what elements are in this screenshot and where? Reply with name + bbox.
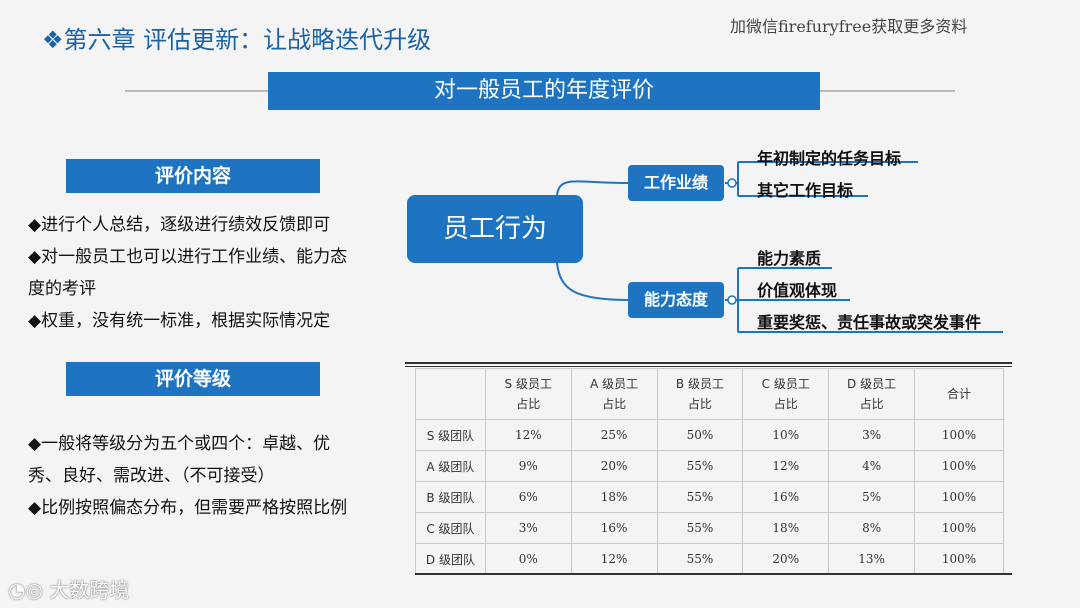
logo-text: 大数跨境 xyxy=(49,578,130,602)
table-cell: 12% xyxy=(742,450,830,482)
grade-bullet-2: ◆比例按照偏态分布，但需要严格按照比例 xyxy=(28,498,348,518)
table-header-cell: A 级员工 占比 xyxy=(570,368,658,420)
mind-map-root: 员工行为 xyxy=(407,195,583,263)
mind-map-leaf: 价值观体现 xyxy=(757,281,838,300)
table-cell: 12% xyxy=(484,419,572,451)
table-cell: 20% xyxy=(570,450,658,482)
table-header-cell: 合计 xyxy=(914,368,1004,420)
mind-map-branch-performance: 工作业绩 xyxy=(628,165,724,201)
footer-logo: ◔◎ 大数跨境 xyxy=(8,574,129,603)
logo-icon: ◔◎ xyxy=(8,578,50,602)
table-row: A 级团队 9% 20% 55% 12% 4% 100% xyxy=(415,450,1004,482)
grade-section-heading: 评价等级 xyxy=(66,362,320,396)
table-cell: 8% xyxy=(828,512,915,544)
table-header-cell: D 级员工 占比 xyxy=(828,368,915,420)
mind-map-leaf: 重要奖惩、责任事故或突发事件 xyxy=(757,313,982,332)
table-cell: 4% xyxy=(828,450,915,482)
chapter-title: ❖第六章 评估更新：让战略迭代升级 xyxy=(42,26,432,54)
mind-map-branch-attitude: 能力态度 xyxy=(628,282,724,318)
table-cell: 3% xyxy=(828,419,915,451)
table-header-cell: B 级员工 占比 xyxy=(656,368,744,420)
table-row: B 级团队 6% 18% 55% 16% 5% 100% xyxy=(415,481,1004,513)
table-header-cell: C 级员工 占比 xyxy=(742,368,830,420)
table-cell: 100% xyxy=(914,543,1004,575)
content-bullet-list: ◆进行个人总结，逐级进行绩效反馈即可 ◆对一般员工也可以进行工作业绩、能力态度的… xyxy=(28,209,358,337)
table-cell: 100% xyxy=(914,450,1004,482)
table-row: S 级团队 12% 25% 50% 10% 3% 100% xyxy=(415,419,1004,451)
table-cell: 55% xyxy=(656,481,744,513)
table-cell: 12% xyxy=(570,543,658,575)
content-bullet-3: ◆权重，没有统一标准，根据实际情况定 xyxy=(28,311,331,331)
content-section-heading: 评价内容 xyxy=(66,159,320,193)
table-cell: 100% xyxy=(914,512,1004,544)
mind-map-leaf: 年初制定的任务目标 xyxy=(757,149,902,168)
table-cell: 16% xyxy=(742,481,830,513)
table-row-label: D 级团队 xyxy=(415,543,486,575)
table-row-label: B 级团队 xyxy=(415,481,486,513)
table-cell: 55% xyxy=(656,450,744,482)
table-cell: 9% xyxy=(484,450,572,482)
table-cell: 25% xyxy=(570,419,658,451)
grade-bullet-list: ◆一般将等级分为五个或四个：卓越、优秀、良好、需改进、（不可接受） ◆比例按照偏… xyxy=(28,428,358,524)
slide-title: 对一般员工的年度评价 xyxy=(268,72,820,110)
table-header-row: S 级员工 占比 A 级员工 占比 B 级员工 占比 C 级员工 占比 D 级员工 占比 … xyxy=(415,368,1004,420)
table-bottom-rule xyxy=(415,573,1012,575)
table-header-cell xyxy=(415,368,486,420)
grade-bullet-1: ◆一般将等级分为五个或四个：卓越、优秀、良好、需改进、（不可接受） xyxy=(28,434,331,486)
table-cell: 20% xyxy=(742,543,830,575)
table-cell: 18% xyxy=(570,481,658,513)
table-cell: 55% xyxy=(656,512,744,544)
table-cell: 5% xyxy=(828,481,915,513)
table-cell: 0% xyxy=(484,543,572,575)
table-top-rule-thin xyxy=(405,366,1012,367)
table-cell: 3% xyxy=(484,512,572,544)
mind-map-leaf: 能力素质 xyxy=(757,249,822,268)
table-row: D 级团队 0% 12% 55% 20% 13% 100% xyxy=(415,543,1004,575)
table-row-label: S 级团队 xyxy=(415,419,486,451)
top-watermark: 加微信firefuryfree获取更多资料 xyxy=(730,17,968,36)
table-cell: 10% xyxy=(742,419,830,451)
table-cell: 18% xyxy=(742,512,830,544)
ratio-table: S 级员工 占比 A 级员工 占比 B 级员工 占比 C 级员工 占比 D 级员工 占比 … xyxy=(415,368,1004,575)
table-row-label: A 级团队 xyxy=(415,450,486,482)
mind-map-leaf: 其它工作目标 xyxy=(757,181,854,200)
table-cell: 16% xyxy=(570,512,658,544)
table-cell: 55% xyxy=(656,543,744,575)
table-row: C 级团队 3% 16% 55% 18% 8% 100% xyxy=(415,512,1004,544)
table-cell: 100% xyxy=(914,481,1004,513)
table-top-rule xyxy=(405,362,1012,364)
table-cell: 50% xyxy=(656,419,744,451)
table-cell: 6% xyxy=(484,481,572,513)
content-bullet-1: ◆进行个人总结，逐级进行绩效反馈即可 xyxy=(28,215,331,235)
table-row-label: C 级团队 xyxy=(415,512,486,544)
content-bullet-2: ◆对一般员工也可以进行工作业绩、能力态度的考评 xyxy=(28,247,348,299)
table-cell: 100% xyxy=(914,419,1004,451)
table-cell: 13% xyxy=(828,543,915,575)
table-header-cell: S 级员工 占比 xyxy=(484,368,572,420)
